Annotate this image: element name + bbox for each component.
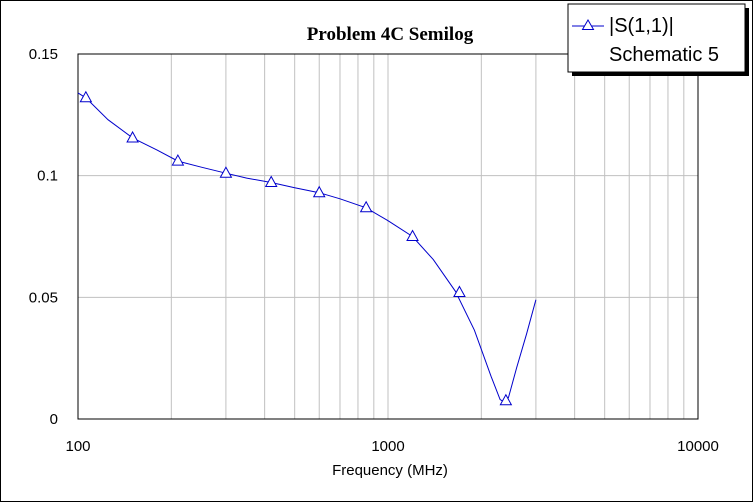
y-tick-label: 0.1 (37, 168, 58, 185)
legend-triangle-marker (581, 19, 595, 30)
triangle-marker (499, 393, 513, 406)
x-tick-label: 10000 (677, 438, 719, 455)
triangle-marker (264, 175, 278, 187)
triangle-marker (126, 130, 139, 143)
legend: |S(1,1)| Schematic 5 (567, 3, 749, 76)
legend-series-source: Schematic 5 (609, 44, 719, 66)
y-tick-label: 0.15 (29, 46, 58, 63)
y-tick-label: 0 (50, 411, 58, 428)
triangle-marker (406, 229, 419, 241)
x-tick-labels: 100 1000 10000 (65, 438, 718, 455)
triangle-marker (219, 166, 233, 178)
triangle-marker (79, 90, 93, 103)
triangle-marker (359, 200, 373, 213)
grid-layer (77, 53, 699, 420)
legend-box (567, 3, 746, 73)
plot-area (77, 53, 699, 420)
legend-series-name: |S(1,1)| (609, 15, 674, 37)
series-line (77, 92, 537, 404)
triangle-marker (312, 185, 326, 198)
x-tick-label: 100 (65, 438, 90, 455)
triangle-marker (453, 285, 466, 297)
x-tick-label: 1000 (371, 438, 404, 455)
series-layer (77, 90, 537, 406)
chart-title: Problem 4C Semilog (307, 24, 474, 45)
x-axis-label: Frequency (MHz) (332, 462, 448, 479)
y-tick-label: 0.05 (29, 289, 58, 306)
triangle-marker (171, 154, 185, 166)
y-tick-labels: 0 0.05 0.1 0.15 (29, 46, 58, 428)
